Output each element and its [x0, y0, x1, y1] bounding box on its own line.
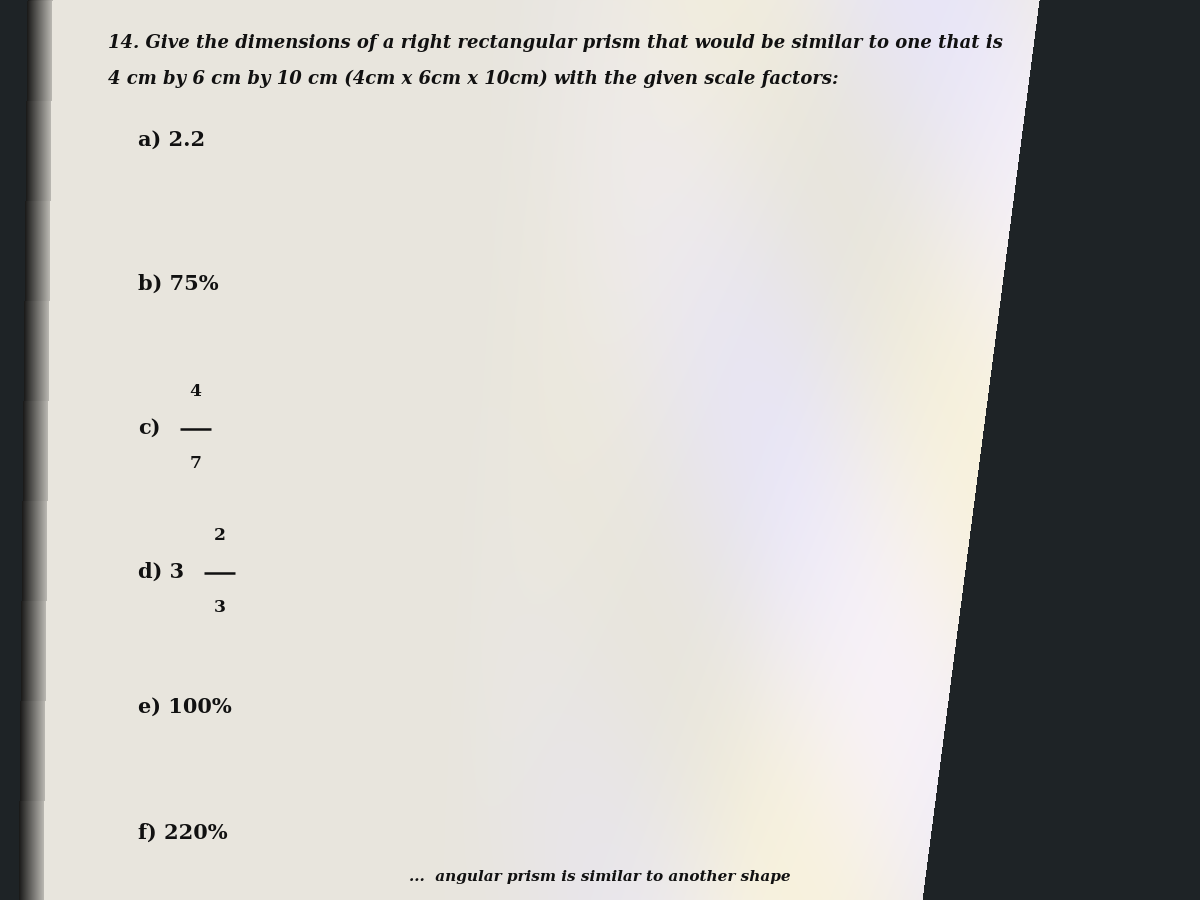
Text: f) 220%: f) 220%: [138, 823, 228, 842]
Text: e) 100%: e) 100%: [138, 697, 232, 716]
Text: 4 cm by 6 cm by 10 cm (4cm x 6cm x 10cm) with the given scale factors:: 4 cm by 6 cm by 10 cm (4cm x 6cm x 10cm)…: [108, 70, 839, 88]
Text: 7: 7: [190, 454, 202, 472]
Text: a) 2.2: a) 2.2: [138, 130, 205, 149]
Text: 4: 4: [190, 383, 202, 400]
Text: 14. Give the dimensions of a right rectangular prism that would be similar to on: 14. Give the dimensions of a right recta…: [108, 34, 1003, 52]
Text: b) 75%: b) 75%: [138, 274, 218, 293]
Text: 2: 2: [214, 527, 226, 544]
Text: ...  angular prism is similar to another shape: ... angular prism is similar to another …: [409, 869, 791, 884]
Text: d) 3: d) 3: [138, 562, 184, 581]
Text: c): c): [138, 418, 161, 437]
Text: 3: 3: [214, 598, 226, 616]
